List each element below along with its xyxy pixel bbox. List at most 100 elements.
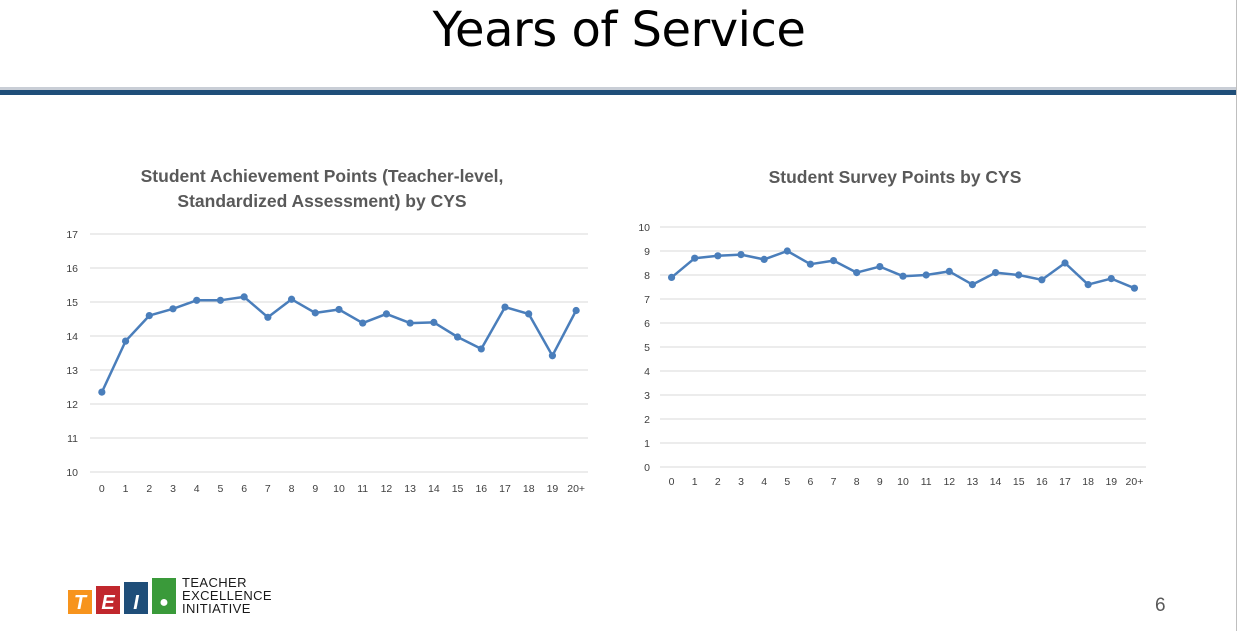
srv-data-point bbox=[1130, 284, 1139, 292]
ach-x-tick-label: 4 bbox=[194, 483, 200, 495]
ach-data-point bbox=[335, 305, 343, 314]
srv-y-tick-label: 9 bbox=[644, 246, 650, 258]
srv-x-tick-label: 15 bbox=[1013, 476, 1025, 488]
ach-data-point bbox=[382, 310, 391, 318]
srv-y-tick-label: 0 bbox=[644, 462, 650, 474]
srv-data-point bbox=[876, 263, 884, 271]
ach-x-tick-label: 8 bbox=[289, 483, 295, 495]
srv-y-tick-label: 1 bbox=[644, 438, 650, 450]
page-number: 6 bbox=[1155, 595, 1166, 616]
srv-x-tick-label: 12 bbox=[943, 476, 955, 488]
srv-x-tick-label: 8 bbox=[854, 476, 860, 488]
srv-x-tick-label: 19 bbox=[1105, 476, 1117, 488]
srv-data-point bbox=[783, 247, 791, 255]
srv-data-point bbox=[737, 251, 745, 259]
srv-data-point bbox=[691, 254, 699, 262]
logo-letter-i: I bbox=[124, 582, 148, 614]
srv-x-tick-label: 20+ bbox=[1126, 476, 1144, 488]
srv-data-point bbox=[714, 252, 722, 260]
ach-data-point bbox=[216, 296, 225, 304]
srv-data-point bbox=[991, 269, 1000, 277]
srv-x-tick-label: 4 bbox=[761, 476, 767, 488]
srv-x-tick-label: 0 bbox=[669, 476, 675, 488]
ach-x-tick-label: 6 bbox=[241, 483, 247, 495]
srv-data-point bbox=[1107, 275, 1115, 283]
srv-x-tick-label: 7 bbox=[831, 476, 837, 488]
srv-chart-title-line-0: Student Survey Points by CYS bbox=[769, 167, 1022, 187]
srv-x-tick-label: 5 bbox=[784, 476, 790, 488]
ach-x-tick-label: 19 bbox=[547, 483, 559, 495]
srv-data-point bbox=[1084, 281, 1092, 289]
survey-chart: Student Survey Points by CYS012345678910… bbox=[638, 167, 1146, 488]
slide-title: Years of Service bbox=[432, 2, 806, 58]
ach-y-tick-label: 11 bbox=[67, 433, 78, 445]
srv-y-tick-label: 8 bbox=[644, 270, 650, 282]
srv-data-point bbox=[945, 267, 953, 275]
slide-edge bbox=[1236, 0, 1237, 631]
ach-data-point bbox=[501, 303, 509, 311]
ach-data-point bbox=[264, 313, 272, 321]
ach-x-tick-label: 16 bbox=[475, 483, 487, 495]
srv-x-tick-label: 11 bbox=[921, 476, 932, 488]
srv-data-point bbox=[806, 260, 815, 268]
srv-data-point bbox=[667, 273, 676, 281]
ach-x-tick-label: 7 bbox=[265, 483, 271, 495]
tei-logo: T E I ● TEACHER EXCELLENCE INITIATIVE bbox=[68, 576, 298, 616]
logo-letter-glyph: E bbox=[101, 592, 115, 614]
srv-data-point bbox=[899, 272, 907, 280]
logo-letter-glyph: I bbox=[133, 592, 139, 614]
srv-data-point bbox=[829, 257, 838, 265]
srv-x-tick-label: 6 bbox=[808, 476, 814, 488]
ach-x-tick-label: 5 bbox=[218, 483, 224, 495]
ach-x-tick-label: 20+ bbox=[567, 483, 585, 495]
ach-x-tick-label: 18 bbox=[523, 483, 535, 495]
ach-data-point bbox=[548, 352, 557, 360]
logo-letter-glyph: T bbox=[73, 592, 87, 614]
srv-data-point bbox=[853, 269, 861, 277]
ach-x-tick-label: 13 bbox=[404, 483, 416, 495]
srv-x-tick-label: 14 bbox=[990, 476, 1002, 488]
ach-data-point bbox=[145, 312, 153, 320]
ach-y-tick-label: 12 bbox=[66, 399, 78, 411]
ach-x-tick-label: 10 bbox=[333, 483, 345, 495]
ach-x-tick-label: 12 bbox=[381, 483, 393, 495]
achievement-chart: Student Achievement Points (Teacher-leve… bbox=[66, 166, 588, 495]
srv-data-point bbox=[760, 255, 768, 263]
title-rule bbox=[0, 90, 1236, 95]
srv-x-tick-label: 17 bbox=[1059, 476, 1071, 488]
srv-x-tick-label: 13 bbox=[967, 476, 979, 488]
srv-x-tick-label: 9 bbox=[877, 476, 883, 488]
ach-y-tick-label: 13 bbox=[66, 365, 78, 377]
srv-y-tick-label: 3 bbox=[644, 390, 650, 402]
srv-x-tick-label: 10 bbox=[897, 476, 909, 488]
logo-line-initiative: INITIATIVE bbox=[182, 601, 251, 616]
ach-data-point bbox=[359, 319, 367, 327]
ach-y-tick-label: 15 bbox=[66, 297, 78, 309]
srv-y-tick-label: 6 bbox=[644, 318, 650, 330]
srv-data-point bbox=[1038, 276, 1046, 284]
srv-y-tick-label: 5 bbox=[644, 342, 650, 354]
logo-line-excellence: EXCELLENCE bbox=[182, 588, 272, 603]
logo-letter-e: E bbox=[96, 586, 120, 614]
ach-y-tick-label: 17 bbox=[66, 229, 78, 241]
ach-x-tick-label: 17 bbox=[499, 483, 511, 495]
srv-y-tick-label: 4 bbox=[644, 366, 650, 378]
srv-data-point bbox=[1015, 271, 1023, 279]
ach-data-point bbox=[311, 309, 319, 317]
logo-letter-t: T bbox=[68, 590, 92, 614]
ach-data-point bbox=[240, 293, 248, 301]
logo-wordmark: TEACHER EXCELLENCE INITIATIVE bbox=[182, 576, 272, 615]
apple-glyph: ● bbox=[159, 594, 169, 611]
srv-x-tick-label: 2 bbox=[715, 476, 721, 488]
ach-data-point bbox=[430, 318, 438, 326]
ach-data-point bbox=[287, 295, 296, 303]
ach-data-point bbox=[477, 345, 485, 353]
srv-y-tick-label: 2 bbox=[644, 414, 650, 426]
srv-x-tick-label: 16 bbox=[1036, 476, 1048, 488]
srv-x-tick-label: 3 bbox=[738, 476, 744, 488]
ach-x-tick-label: 0 bbox=[99, 483, 105, 495]
srv-y-tick-label: 10 bbox=[638, 222, 650, 234]
ach-x-tick-label: 3 bbox=[170, 483, 176, 495]
ach-data-point bbox=[98, 388, 106, 396]
ach-x-tick-label: 14 bbox=[428, 483, 440, 495]
